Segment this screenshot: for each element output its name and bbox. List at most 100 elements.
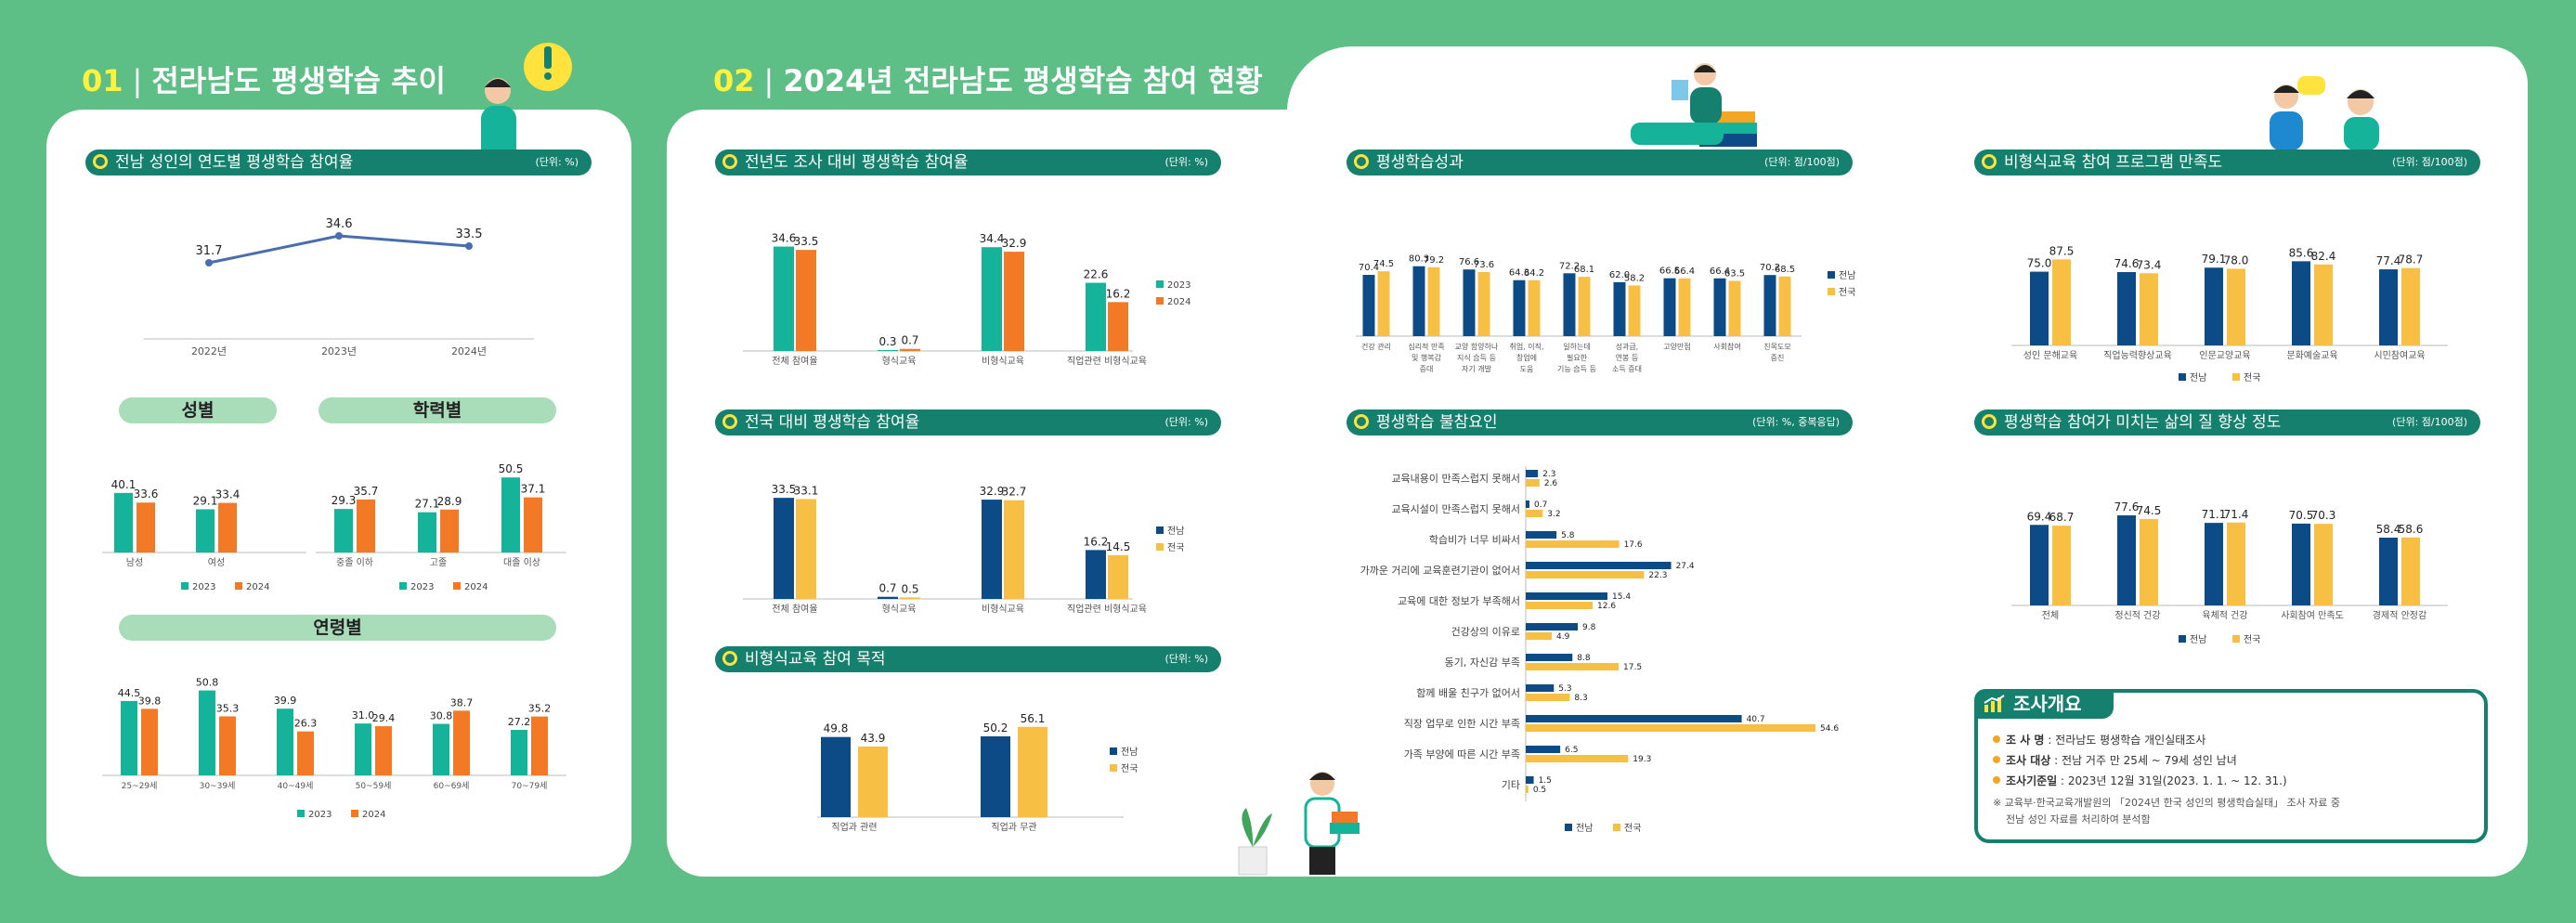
chart-quality: 69.468.7 전체 77.674.5 정신적 건강 71.171.4 육체적 건강 70… <box>2011 500 2448 645</box>
section2-text: 2024년 전라남도 평생학습 참여 현황 <box>783 63 1263 98</box>
header-purpose: 비형식교육 참여 목적 (단위: %) <box>715 646 1221 672</box>
legend-label: 2023 <box>1167 280 1190 291</box>
category-label: 건강상의 이유로 <box>1451 626 1520 638</box>
data-label: 56.1 <box>1021 712 1046 725</box>
category-label: 교육시설이 만족스럽지 못해서 <box>1391 502 1520 515</box>
bar-satisfaction-전국-3 <box>2314 264 2333 345</box>
header-satisfaction-title: 비형식교육 참여 프로그램 만족도 <box>2004 153 2223 172</box>
summary-line-3: 조사기준일 : 2023년 12월 31일(2023. 1. 1. ~ 12. … <box>1993 773 2287 788</box>
series-line <box>208 234 470 265</box>
data-label: 0.5 <box>1533 786 1546 795</box>
circle-bullet-icon <box>93 154 108 169</box>
legend-label: 2024 <box>464 582 488 592</box>
data-label: 27.4 <box>1676 562 1695 571</box>
legend-label: 전국 <box>1167 542 1184 553</box>
legend-swatch <box>1565 824 1572 831</box>
category-label: 기타 <box>1502 779 1520 791</box>
data-label: 69.4 <box>2027 510 2052 523</box>
category-label: 직장 업무로 인한 시간 부족 <box>1404 718 1520 730</box>
category-label: 경제적 안정감 <box>2373 609 2426 621</box>
bar-barrier-전국-3 <box>1526 571 1645 578</box>
category-label: 고졸 <box>430 557 447 568</box>
bar-age-2024-5 <box>531 716 548 775</box>
category-label: 고양만점 <box>1663 342 1690 351</box>
bar-prev-2024-0 <box>796 250 816 351</box>
chart-gender: 40.133.6 남성 29.133.4 여성 2023 2024 <box>102 478 306 592</box>
bar-barrier-전국-1 <box>1526 510 1543 517</box>
bar-outcome-전국-4 <box>1578 277 1591 336</box>
category-label: 친목도모 <box>1763 342 1790 351</box>
section1-text: 전라남도 평생학습 추이 <box>151 63 446 98</box>
category-label: 70~79세 <box>512 781 548 791</box>
data-label: 78.7 <box>2399 254 2424 266</box>
data-label: 71.4 <box>2224 508 2249 521</box>
data-label: 49.8 <box>824 722 849 735</box>
legend-label: 전국 <box>2244 372 2260 384</box>
bar-outcome-전남-1 <box>1412 266 1425 336</box>
data-label: 30.8 <box>430 710 453 722</box>
header-outcome-unit: (단위: 점/100점) <box>1764 156 1840 168</box>
category-label: 중졸 이하 <box>336 556 373 568</box>
category-label: 동기, 자신감 부족 <box>1445 656 1520 669</box>
data-label: 5.3 <box>1558 684 1571 694</box>
data-label: 29.4 <box>372 712 396 724</box>
bar-national-전국-0 <box>796 499 816 599</box>
bar-barrier-전남-8 <box>1526 715 1742 722</box>
data-label: 71.1 <box>2202 508 2227 521</box>
category-label: 2024년 <box>451 345 487 358</box>
bar-outcome-전남-8 <box>1763 275 1776 336</box>
bar-gender-2024-1 <box>218 502 237 552</box>
bar-outcome-전남-2 <box>1463 269 1476 336</box>
data-label: 43.9 <box>861 732 886 745</box>
bar-education-2024-1 <box>440 509 459 552</box>
legend-label: 2023 <box>410 582 434 592</box>
legend-swatch <box>2232 635 2240 643</box>
section1-title: 01 | 전라남도 평생학습 추이 <box>82 63 446 98</box>
data-label: 27.1 <box>415 498 440 511</box>
data-label: 32.9 <box>1002 237 1027 250</box>
category-label: 대졸 이상 <box>503 557 540 568</box>
bar-gender-2024-0 <box>137 502 155 552</box>
data-label: 75.0 <box>2027 257 2052 270</box>
data-label: 0.7 <box>901 334 918 347</box>
category-label: 여성 <box>208 557 225 568</box>
book-icon <box>1672 80 1688 100</box>
circle-bullet-icon <box>1354 154 1369 169</box>
bar-chart-icon <box>1984 695 2005 712</box>
bar-national-전국-1 <box>900 597 920 599</box>
legend-swatch <box>351 810 358 817</box>
bar-age-2023-3 <box>355 723 371 775</box>
bar-outcome-전남-0 <box>1362 275 1375 336</box>
bar-quality-전남-1 <box>2117 515 2136 605</box>
legend-swatch <box>1156 526 1164 534</box>
bar-outcome-전남-3 <box>1513 280 1526 336</box>
bar-barrier-전국-4 <box>1526 602 1593 609</box>
legend-swatch <box>399 582 407 590</box>
header-yearly-title: 전남 성인의 연도별 평생학습 참여율 <box>115 153 354 172</box>
legend-label: 전남 <box>1121 747 1138 758</box>
header-national-title: 전국 대비 평생학습 참여율 <box>745 413 920 432</box>
bar-national-전남-2 <box>982 500 1002 599</box>
bar-barrier-전남-7 <box>1526 684 1555 692</box>
circle-bullet-icon <box>1982 154 1997 169</box>
bar-outcome-전국-7 <box>1728 280 1741 336</box>
data-label: 16.2 <box>1084 535 1109 548</box>
data-label: 44.5 <box>118 687 141 699</box>
legend-label: 2024 <box>362 810 385 820</box>
category-label: 60~69세 <box>434 781 470 791</box>
category-label: 남성 <box>126 557 143 568</box>
bar-national-전남-3 <box>1086 550 1106 599</box>
bar-education-2023-1 <box>418 512 436 552</box>
bar-satisfaction-전남-1 <box>2117 272 2136 345</box>
bar-quality-전국-0 <box>2052 526 2071 605</box>
circle-bullet-icon <box>1354 414 1369 429</box>
bar-purpose-전남-1 <box>981 735 1010 817</box>
line-point <box>205 259 213 266</box>
data-label: 35.2 <box>528 703 552 715</box>
category-label: 연봉 등 <box>1616 354 1639 362</box>
circle-bullet-icon <box>1982 414 1997 429</box>
bar-education-2023-0 <box>334 509 353 552</box>
data-label: 64.3 <box>1509 268 1529 279</box>
category-label: 가족 부양에 따른 시간 부족 <box>1404 748 1520 760</box>
